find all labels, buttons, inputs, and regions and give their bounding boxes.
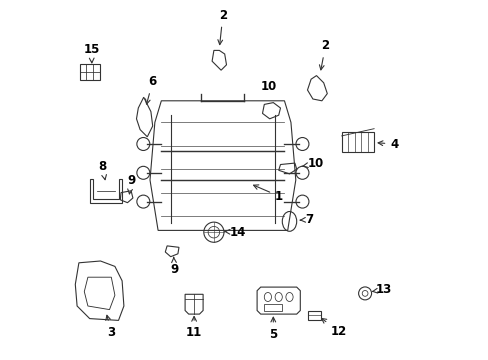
Text: 1: 1: [253, 185, 283, 203]
Text: 6: 6: [145, 75, 157, 104]
Bar: [341, 132, 373, 152]
Bar: [308, 310, 320, 320]
Text: 2: 2: [218, 9, 226, 45]
Text: 8: 8: [98, 160, 106, 180]
Text: 3: 3: [105, 315, 115, 339]
Text: 4: 4: [377, 138, 398, 150]
Text: 10: 10: [260, 80, 276, 93]
Text: 9: 9: [170, 257, 178, 276]
Text: 15: 15: [83, 43, 100, 63]
Text: 13: 13: [372, 283, 391, 296]
Bar: [80, 64, 100, 80]
Text: 14: 14: [224, 226, 246, 239]
Bar: [264, 304, 282, 311]
Text: 9: 9: [127, 174, 135, 194]
Text: 2: 2: [319, 39, 329, 70]
Text: 7: 7: [300, 213, 313, 226]
Text: 10: 10: [302, 157, 323, 170]
Text: 12: 12: [321, 319, 346, 338]
Text: 11: 11: [185, 316, 202, 339]
Text: 5: 5: [268, 317, 277, 341]
